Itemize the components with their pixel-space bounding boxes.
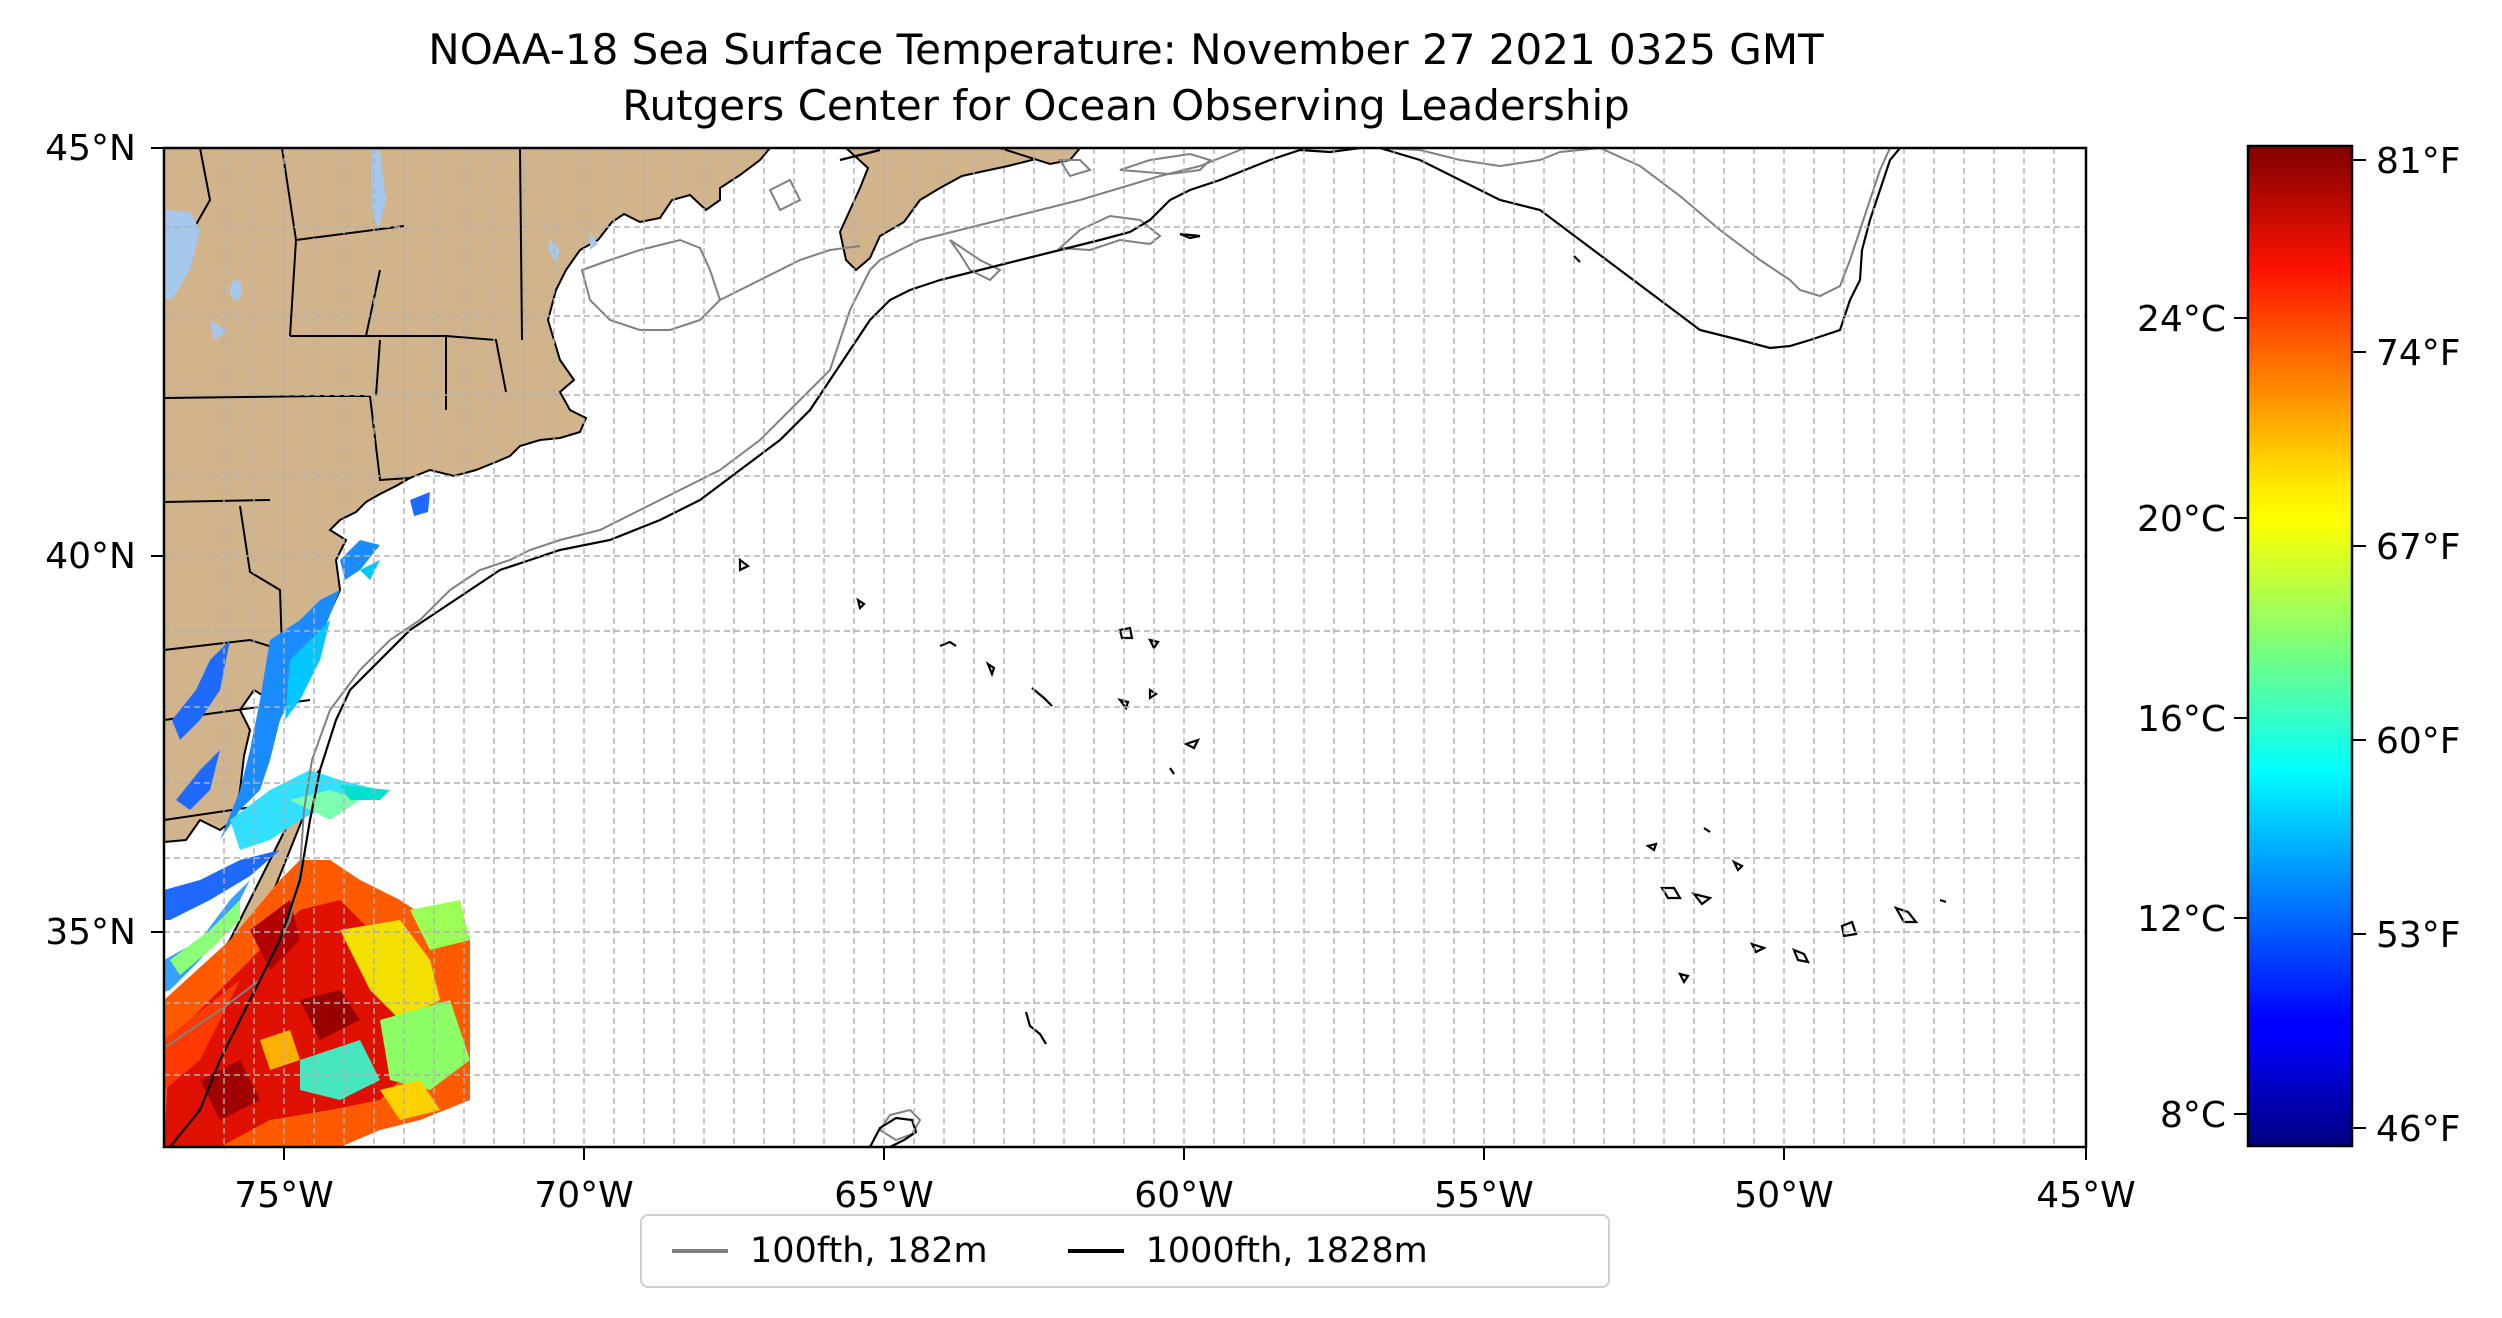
legend-item-1000fth: 1000fth, 1828m (1067, 1231, 1428, 1271)
colorbar-celsius-label: 8°C (2160, 1095, 2226, 1136)
legend: 100fth, 182m 1000fth, 1828m (640, 1214, 1610, 1288)
lon-tick-label: 70°W (534, 1175, 633, 1216)
colorbar-fahrenheit-label: 67°F (2376, 527, 2461, 568)
lon-tick-label: 65°W (834, 1175, 933, 1216)
isobath-100fth (164, 148, 1891, 1142)
colorbar-celsius-label: 16°C (2137, 699, 2226, 740)
colorbar-ticks (2234, 159, 2366, 1129)
lon-tick-label: 45°W (2036, 1175, 2135, 1216)
axis-ticks (151, 147, 2087, 1160)
map-frame (162, 146, 2088, 1149)
map-subtitle: Rutgers Center for Ocean Observing Leade… (622, 81, 1630, 130)
lat-tick-label: 35°N (45, 912, 136, 953)
lon-tick-label: 55°W (1434, 1175, 1533, 1216)
colorbar-fahrenheit-label: 46°F (2376, 1109, 2461, 1150)
colorbar-fahrenheit-label: 81°F (2376, 141, 2461, 182)
lakes (164, 150, 598, 340)
sst-data-swath (164, 492, 470, 1147)
lat-tick-label: 45°N (45, 128, 136, 169)
legend-item-100fth: 100fth, 182m (672, 1231, 988, 1271)
legend-label: 100fth, 182m (750, 1231, 988, 1271)
colorbar-celsius-label: 20°C (2137, 499, 2226, 540)
legend-line-black (1067, 1249, 1124, 1253)
colorbar-celsius-label: 24°C (2137, 299, 2226, 340)
colorbar-celsius-label: 12°C (2137, 899, 2226, 940)
colorbar-fahrenheit-label: 60°F (2376, 721, 2461, 762)
lat-tick-label: 40°N (45, 536, 136, 577)
lon-tick-label: 75°W (234, 1175, 333, 1216)
graticule (164, 148, 2086, 1147)
map-title: NOAA-18 Sea Surface Temperature: Novembe… (428, 25, 1824, 74)
lon-tick-label: 60°W (1134, 1175, 1233, 1216)
lon-tick-label: 50°W (1734, 1175, 1833, 1216)
colorbar-fahrenheit-label: 74°F (2376, 333, 2461, 374)
colorbar-fahrenheit-label: 53°F (2376, 915, 2461, 956)
legend-line-gray (672, 1249, 728, 1253)
legend-label: 1000fth, 1828m (1145, 1231, 1428, 1271)
colorbar (2246, 144, 2354, 1148)
